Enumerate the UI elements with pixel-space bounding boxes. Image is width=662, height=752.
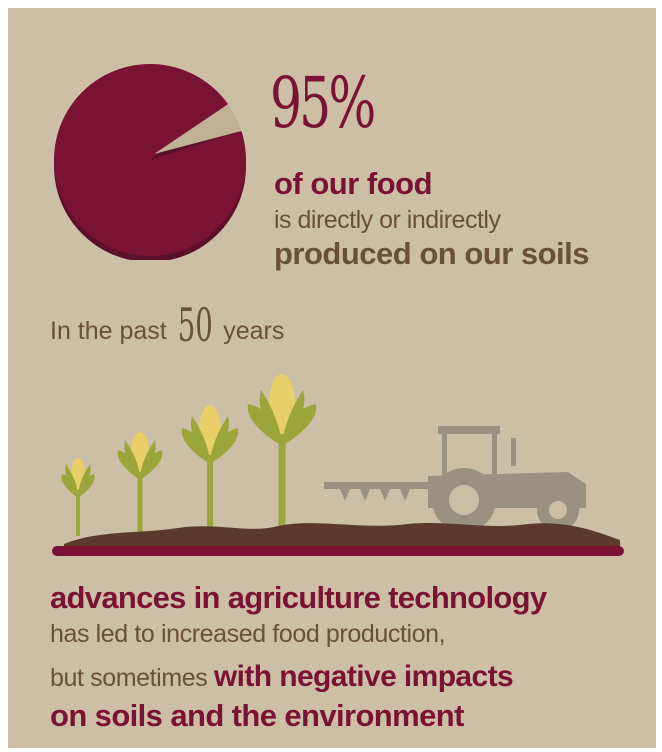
footer-line4: on soils and the environment	[50, 698, 464, 733]
pie-slice-small	[154, 104, 242, 154]
headline-line3: produced on our soils	[274, 236, 590, 271]
footer-line3-bold: with negative impacts	[213, 660, 514, 693]
infographic-card: 95% of our food is directly or indirectl…	[8, 8, 656, 748]
corn-plant-icon	[117, 432, 163, 536]
tractor-icon	[428, 426, 586, 532]
timeframe-prefix: In the past	[50, 317, 167, 345]
headline-line2: is directly or indirectly	[274, 206, 501, 234]
timeframe-number: 50	[177, 298, 213, 352]
corn-plant-icon	[247, 374, 317, 536]
timeframe-suffix: years	[223, 317, 285, 345]
pie-chart-icon	[53, 63, 247, 260]
footer-line2: has led to increased food production,	[50, 620, 446, 648]
percent-value: 95%	[270, 62, 376, 144]
footer-line3-plain: but sometimes	[50, 664, 208, 692]
corn-plant-icon	[181, 405, 239, 536]
soil-icon	[52, 523, 624, 556]
timeframe: In the past 50 years	[50, 298, 284, 352]
plough-icon	[324, 482, 434, 501]
footer-line3: but sometimes with negative impacts	[50, 660, 514, 694]
farm-scene	[52, 374, 624, 556]
corn-plant-icon	[61, 458, 95, 536]
footer-line1: advances in agriculture technology	[50, 580, 547, 615]
pie-slice-main	[53, 63, 247, 256]
headline-line1: of our food	[274, 166, 433, 201]
